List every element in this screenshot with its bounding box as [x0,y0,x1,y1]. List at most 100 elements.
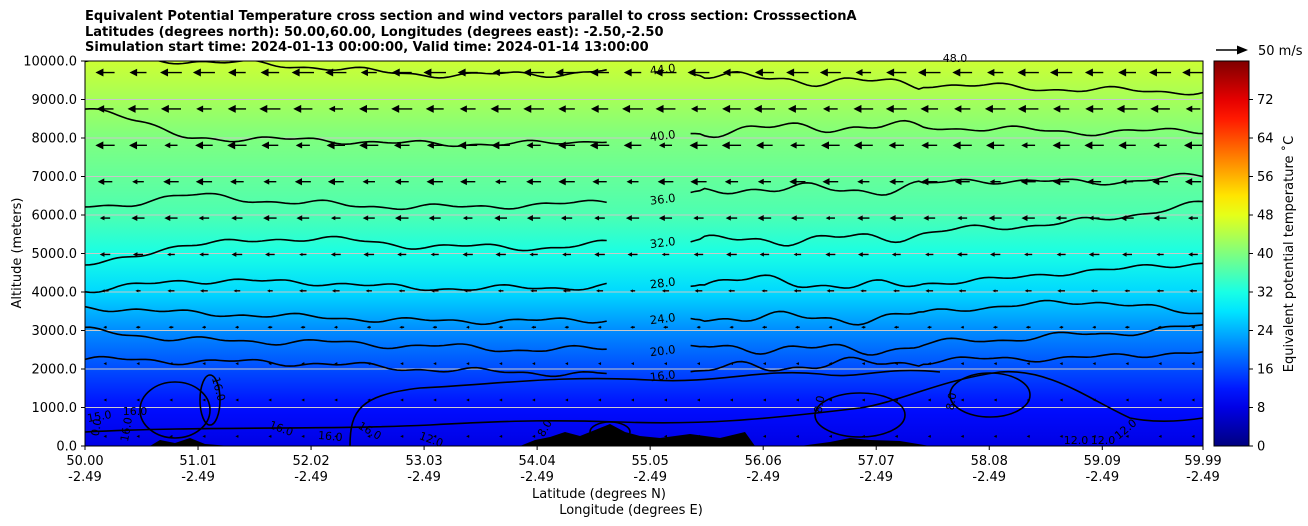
contour-label: 44.0 [649,61,676,78]
colorbar-tick-label: 8 [1257,401,1265,416]
contour-label: 24.0 [649,310,676,327]
wind-vector [426,141,443,149]
wind-vector [927,362,931,366]
contour-line [85,172,1203,211]
wind-vector [430,252,439,257]
y-axis: 0.0 1000.0 2000.0 3000.0 4000.0 5000.0 6000.0 7… [23,55,85,455]
wind-vector [564,325,569,329]
wind-vector [724,178,739,185]
wind-vector [1017,68,1039,77]
wind-vector [499,398,503,402]
wind-vector [821,141,840,150]
x-tick-label-lon: -2.49 [294,470,328,485]
wind-vector [917,68,941,77]
wind-vector [334,362,338,366]
wind-vector [694,289,703,293]
wind-vector [663,362,667,366]
contour-label: 28.0 [649,274,676,291]
wind-vector [328,105,343,113]
wind-vector [299,252,307,257]
x-axis: 50.00-2.4951.01-2.4952.02-2.4953.03-2.49… [66,446,1222,485]
y-tick-label: 10000.0 [23,55,77,70]
plot-area: 16.0 20.0 24.0 28.0 32.0 36.0 40.0 44.0 15.00.0 1… [84,52,1204,450]
wind-vector [1085,104,1103,113]
wind-vector [1092,362,1096,366]
wind-vector [1021,142,1036,149]
wind-vector [761,325,767,329]
wind-vector [96,105,114,113]
wind-vector [957,215,968,221]
wind-vector [492,68,509,77]
contour-label: 16.0 [123,405,148,418]
colorbar-tick-label: 32 [1257,286,1274,301]
wind-vector [398,289,405,293]
wind-vector [400,398,404,402]
contour-line [85,200,1203,266]
wind-vector [921,141,938,149]
wind-vector [594,215,605,221]
wind-vector [433,362,437,366]
contour-label: 16.0 [118,416,135,442]
wind-vector [95,68,115,77]
wind-vector [889,215,904,222]
wind-vector [1084,68,1104,77]
wind-vector [1125,362,1129,366]
contour-label: 8.0 [944,392,960,411]
wind-vector [1021,215,1035,222]
wind-vector [693,215,704,221]
wind-vector [430,289,439,293]
wind-vector [1185,105,1201,113]
wind-vector [462,252,473,257]
wind-vector [622,104,643,113]
wind-vector [135,325,141,329]
wind-vector [826,289,835,293]
wind-vector [95,141,115,150]
wind-vector [334,434,338,438]
wind-vector [993,398,997,402]
wind-vector [466,398,470,402]
wind-vector [894,362,898,366]
wind-vector [558,177,575,186]
wind-vector [927,325,932,329]
wind-vector [259,104,281,113]
wind-vector [466,434,470,438]
wind-vector [787,104,807,113]
wind-vector [1191,362,1195,366]
wind-vector [235,434,239,438]
wind-vector [986,141,1005,150]
wind-vector [293,104,313,113]
wind-vector [555,68,578,77]
grid-lines [85,99,1203,408]
contour-label: 32.0 [649,234,676,251]
reference-vector: 50 m/s [1216,44,1303,59]
wind-vector [1026,434,1030,438]
x-tick-label-lat: 59.99 [1184,454,1221,469]
wind-vector [169,362,173,366]
x-tick-label-lat: 53.03 [405,454,442,469]
x-tick-label-lat: 51.01 [179,454,216,469]
y-tick-label: 5000.0 [32,247,78,262]
wind-vector [920,104,939,113]
contour-label: 16.0 [649,367,676,384]
wind-vector [1183,141,1203,150]
wind-vector [828,325,833,329]
wind-vector [295,142,310,149]
wind-vector [463,289,472,293]
colorbar: 0 8 16 24 32 40 48 56 64 72 Equivalent potential … [1213,60,1297,455]
wind-vector [861,325,866,329]
wind-vector [523,104,544,113]
wind-vector [101,289,109,293]
wind-vector [687,68,710,77]
wind-vector [428,215,441,221]
wind-vector [397,252,407,257]
wind-vector [661,289,670,293]
wind-vector [957,252,968,257]
wind-vector [490,104,511,113]
wind-vector [893,325,899,329]
wind-vector [893,289,900,293]
wind-vector [562,289,571,293]
wind-vector [729,325,734,329]
wind-vector [1057,289,1066,293]
wind-vector [757,215,772,222]
wind-vector [333,325,338,329]
